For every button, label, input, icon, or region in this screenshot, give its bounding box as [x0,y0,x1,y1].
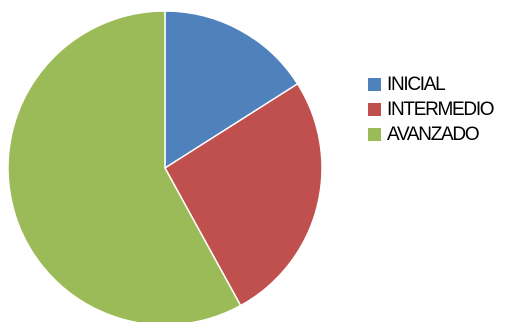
legend-label-avanzado: AVANZADO [387,124,478,146]
legend-label-inicial: INICIAL [387,74,444,96]
legend-swatch-avanzado [368,128,381,141]
legend-item-inicial: INICIAL [368,72,493,97]
legend-item-intermedio: INTERMEDIO [368,97,493,122]
legend-label-intermedio: INTERMEDIO [387,99,493,121]
legend-item-avanzado: AVANZADO [368,122,493,147]
chart-legend: INICIAL INTERMEDIO AVANZADO [368,72,493,147]
legend-swatch-inicial [368,78,381,91]
legend-swatch-intermedio [368,103,381,116]
